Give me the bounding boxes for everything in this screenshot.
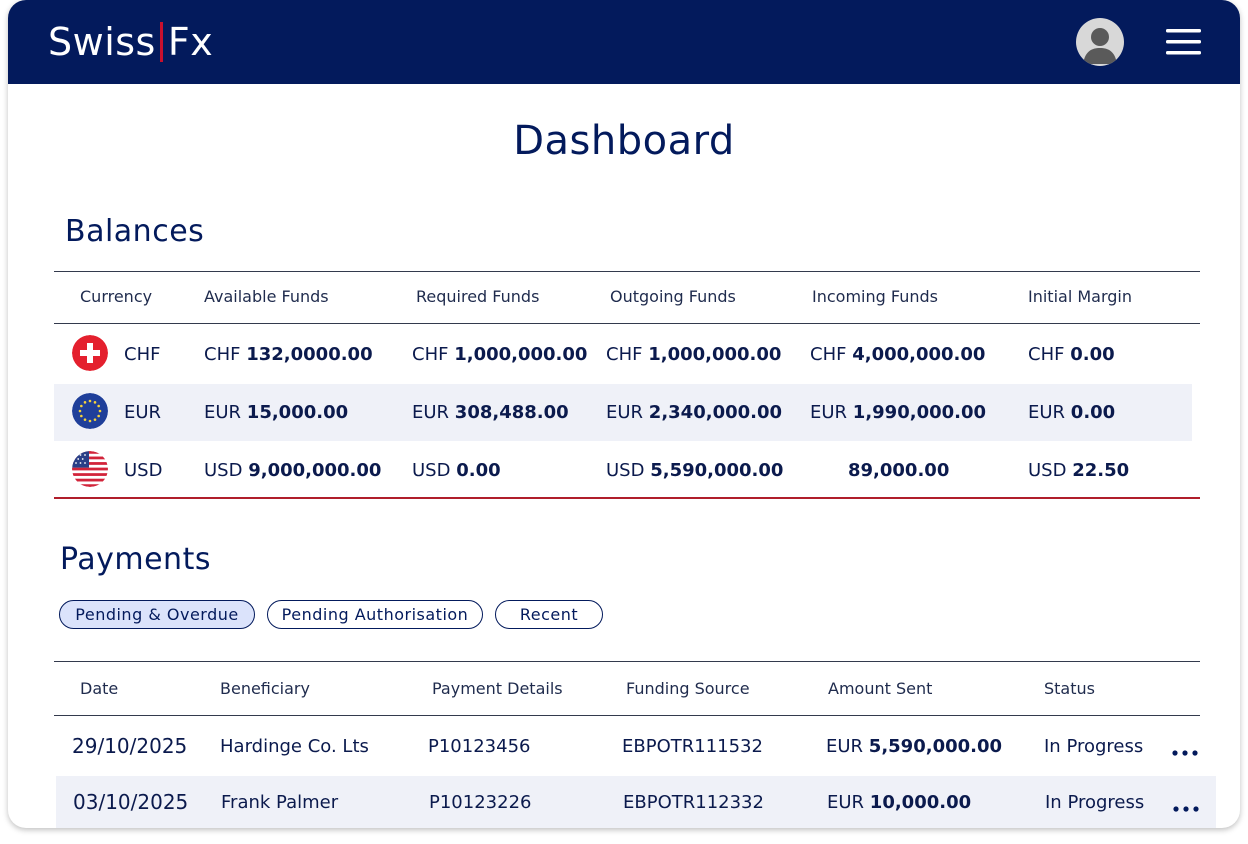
balance-row-eur[interactable] — [54, 384, 1192, 441]
available-funds: USD 9,000,000.00 — [204, 460, 382, 481]
balances-header-currency: Currency — [80, 287, 153, 306]
funding-source: EBPOTR112332 — [623, 792, 764, 813]
available-funds: CHF 132,0000.00 — [204, 344, 373, 365]
swiss-flag-icon — [72, 335, 108, 371]
payment-beneficiary: Hardinge Co. Lts — [220, 736, 369, 757]
balances-header-required: Required Funds — [416, 287, 540, 306]
required-funds: USD 0.00 — [412, 460, 501, 481]
hamburger-menu-icon[interactable] — [1164, 24, 1204, 60]
required-funds: EUR 308,488.00 — [412, 402, 569, 423]
logo-text-swiss: Swiss — [48, 20, 156, 64]
amount-sent: EUR 5,590,000.00 — [826, 736, 1003, 757]
balances-bottom-divider — [54, 497, 1200, 499]
amount-sent: EUR 10,000.00 — [827, 792, 972, 813]
payment-status: In Progress — [1044, 736, 1144, 757]
payments-header-details: Payment Details — [432, 679, 563, 698]
currency-code: USD — [124, 460, 163, 481]
payments-header-source: Funding Source — [626, 679, 750, 698]
page-title: Dashboard — [513, 118, 735, 164]
incoming-funds: 89,000.00 — [848, 460, 950, 481]
payment-details: P10123456 — [428, 736, 531, 757]
balances-header-incoming: Incoming Funds — [812, 287, 938, 306]
balances-top-divider — [54, 271, 1200, 272]
available-funds: EUR 15,000.00 — [204, 402, 349, 423]
balances-heading: Balances — [65, 214, 205, 249]
tab-pending-overdue[interactable]: Pending & Overdue — [59, 600, 255, 629]
logo-divider — [159, 22, 163, 62]
currency-code: EUR — [124, 402, 162, 423]
balances-header-margin: Initial Margin — [1028, 287, 1133, 306]
swissfx-logo[interactable]: Swiss Fx — [48, 18, 213, 66]
payments-header-status: Status — [1044, 679, 1095, 698]
required-funds: CHF 1,000,000.00 — [412, 344, 588, 365]
app-window: Swiss Fx Dashboard Balances Currency Ava… — [8, 0, 1240, 828]
initial-margin: EUR 0.00 — [1028, 402, 1116, 423]
initial-margin: CHF 0.00 — [1028, 344, 1115, 365]
payment-date: 29/10/2025 — [72, 734, 188, 758]
balances-header-outgoing: Outgoing Funds — [610, 287, 736, 306]
tab-pending-authorisation[interactable]: Pending Authorisation — [267, 600, 483, 629]
payments-header-beneficiary: Beneficiary — [220, 679, 310, 698]
balances-header-divider — [54, 323, 1200, 324]
incoming-funds: EUR 1,990,000.00 — [810, 402, 987, 423]
payments-top-divider — [54, 661, 1200, 662]
currency-code: CHF — [124, 344, 161, 365]
more-options-icon[interactable] — [1171, 744, 1201, 756]
user-avatar-icon[interactable] — [1076, 18, 1124, 66]
more-options-icon[interactable] — [1172, 800, 1202, 812]
payments-heading: Payments — [60, 542, 211, 577]
initial-margin: USD 22.50 — [1028, 460, 1130, 481]
payments-header-amount: Amount Sent — [828, 679, 933, 698]
payments-header-date: Date — [80, 679, 119, 698]
payment-date: 03/10/2025 — [73, 790, 189, 814]
outgoing-funds: CHF 1,000,000.00 — [606, 344, 782, 365]
eu-flag-icon — [72, 393, 108, 429]
payment-details: P10123226 — [429, 792, 532, 813]
payment-row[interactable] — [56, 776, 1216, 828]
payment-beneficiary: Frank Palmer — [221, 792, 339, 813]
payment-status: In Progress — [1045, 792, 1145, 813]
top-navigation-bar: Swiss Fx — [8, 0, 1240, 84]
logo-text-fx: Fx — [167, 20, 214, 64]
outgoing-funds: USD 5,590,000.00 — [606, 460, 784, 481]
us-flag-icon — [72, 451, 108, 487]
payments-header-divider — [54, 715, 1200, 716]
balances-header-available: Available Funds — [204, 287, 329, 306]
outgoing-funds: EUR 2,340,000.00 — [606, 402, 783, 423]
funding-source: EBPOTR111532 — [622, 736, 763, 757]
incoming-funds: CHF 4,000,000.00 — [810, 344, 986, 365]
tab-recent[interactable]: Recent — [495, 600, 603, 629]
